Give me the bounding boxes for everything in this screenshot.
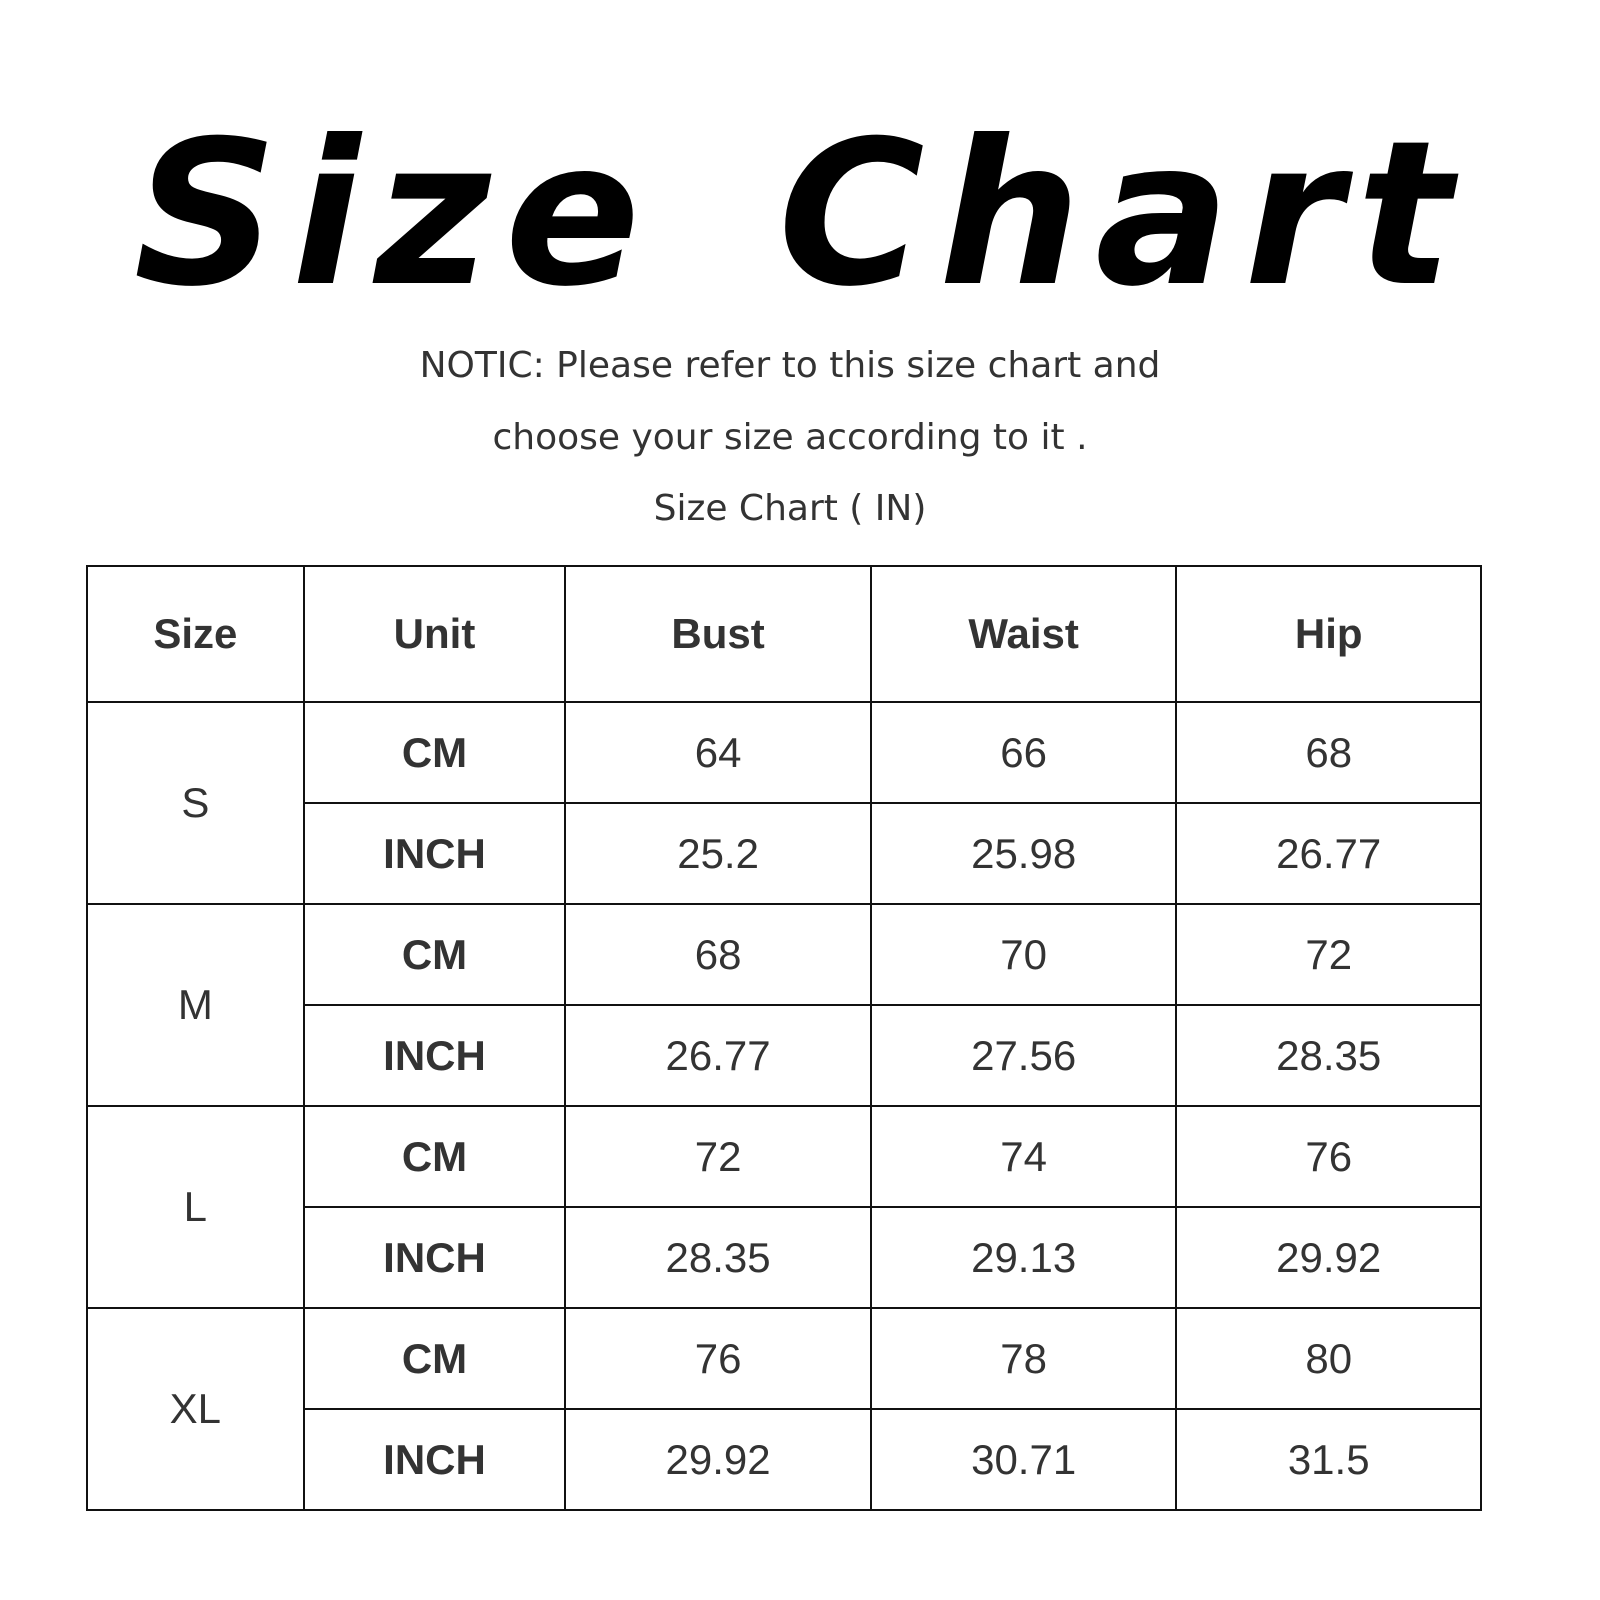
page-title: Size Chart	[133, 98, 1467, 331]
bust-cell: 29.92	[564, 1408, 872, 1511]
bust-cell: 64	[564, 701, 872, 804]
waist-cell: 66	[869, 701, 1178, 804]
notice-line-2: choose your size according to it .	[492, 417, 1088, 458]
unit-cell: CM	[302, 903, 567, 1006]
unit-cell: CM	[302, 1105, 567, 1208]
bust-cell: 68	[564, 903, 872, 1006]
header-bust: Bust	[564, 565, 872, 703]
hip-cell: 76	[1175, 1105, 1482, 1208]
hip-cell: 29.92	[1175, 1206, 1482, 1309]
table-row: INCH 28.35 29.13 29.92	[87, 1206, 1482, 1309]
waist-cell: 74	[869, 1105, 1178, 1208]
table-row: S CM 64 66 68	[86, 701, 1482, 905]
table-row: INCH 26.77 27.56 28.35	[87, 1004, 1482, 1107]
table-body: S CM 64 66 68 INCH 25.2 25.98 26.77 M CM 68 70 72 INCH…	[86, 701, 1482, 1511]
waist-cell: 70	[869, 903, 1178, 1006]
waist-cell: 29.13	[869, 1206, 1178, 1309]
bust-cell: 26.77	[564, 1004, 872, 1107]
size-cell: L	[86, 1105, 305, 1309]
bust-cell: 76	[564, 1307, 872, 1410]
size-table: Size Unit Bust Waist Hip S CM 64 66 68 INCH 25…	[86, 565, 1482, 1511]
hip-cell: 28.35	[1175, 1004, 1482, 1107]
table-row: L CM 72 74 76	[86, 1105, 1482, 1309]
hip-cell: 80	[1175, 1307, 1482, 1410]
size-cell: S	[86, 701, 305, 905]
table-row: XL CM 76 78 80	[86, 1307, 1482, 1511]
table-row: INCH 29.92 30.71 31.5	[87, 1408, 1482, 1511]
notice-line-1: NOTIC: Please refer to this size chart a…	[419, 345, 1161, 386]
size-cell: M	[86, 903, 305, 1107]
waist-cell: 25.98	[869, 802, 1178, 905]
header-unit: Unit	[302, 565, 567, 703]
bust-cell: 25.2	[564, 802, 872, 905]
unit-cell: INCH	[302, 1206, 567, 1309]
table-subtitle: Size Chart ( IN)	[653, 488, 927, 529]
hip-cell: 68	[1175, 701, 1482, 804]
size-cell: XL	[86, 1307, 305, 1511]
unit-cell: INCH	[302, 1408, 567, 1511]
waist-cell: 78	[869, 1307, 1178, 1410]
header-row: Size Unit Bust Waist Hip	[86, 565, 1482, 703]
table-row: M CM 68 70 72	[86, 903, 1482, 1107]
header-waist: Waist	[869, 565, 1178, 703]
bust-cell: 28.35	[564, 1206, 872, 1309]
unit-cell: INCH	[302, 802, 567, 905]
hip-cell: 72	[1175, 903, 1482, 1006]
header-hip: Hip	[1175, 565, 1482, 703]
waist-cell: 30.71	[869, 1408, 1178, 1511]
waist-cell: 27.56	[869, 1004, 1178, 1107]
hip-cell: 26.77	[1175, 802, 1482, 905]
unit-cell: INCH	[302, 1004, 567, 1107]
unit-cell: CM	[302, 1307, 567, 1410]
hip-cell: 31.5	[1175, 1408, 1482, 1511]
header-size: Size	[86, 565, 305, 703]
unit-cell: CM	[302, 701, 567, 804]
table-row: INCH 25.2 25.98 26.77	[87, 802, 1482, 905]
bust-cell: 72	[564, 1105, 872, 1208]
